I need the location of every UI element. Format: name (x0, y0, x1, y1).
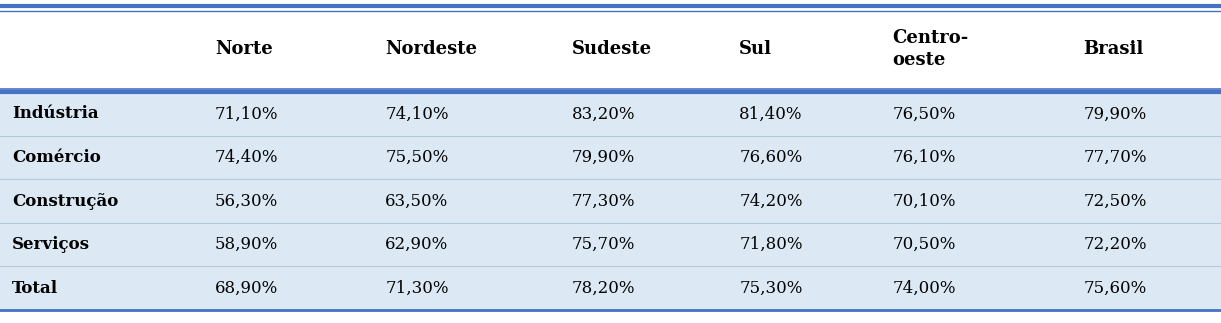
Text: 72,20%: 72,20% (1083, 236, 1147, 253)
Bar (0, 179, 1221, 223)
Text: 76,50%: 76,50% (893, 105, 956, 122)
Text: 74,10%: 74,10% (386, 105, 449, 122)
Text: Serviços: Serviços (12, 236, 90, 253)
Text: 74,20%: 74,20% (740, 193, 803, 210)
Text: Total: Total (12, 280, 59, 297)
Text: 77,70%: 77,70% (1083, 149, 1147, 166)
Text: Indústria: Indústria (12, 105, 99, 122)
Text: 74,00%: 74,00% (893, 280, 956, 297)
Text: 70,10%: 70,10% (893, 193, 956, 210)
Text: 68,90%: 68,90% (215, 280, 278, 297)
Text: Construção: Construção (12, 193, 118, 210)
Text: 74,40%: 74,40% (215, 149, 278, 166)
Text: 70,50%: 70,50% (893, 236, 956, 253)
Text: Norte: Norte (215, 40, 272, 58)
Bar (0, 92, 1221, 136)
Bar (0, 266, 1221, 310)
Text: 71,30%: 71,30% (386, 280, 449, 297)
Bar (0, 6, 1221, 92)
Text: 81,40%: 81,40% (740, 105, 803, 122)
Text: Nordeste: Nordeste (386, 40, 477, 58)
Bar (0, 136, 1221, 179)
Text: 75,60%: 75,60% (1083, 280, 1147, 297)
Text: 71,80%: 71,80% (740, 236, 803, 253)
Bar (0, 223, 1221, 266)
Text: 76,10%: 76,10% (893, 149, 956, 166)
Text: 62,90%: 62,90% (386, 236, 448, 253)
Text: 79,90%: 79,90% (573, 149, 635, 166)
Text: 78,20%: 78,20% (573, 280, 636, 297)
Text: 76,60%: 76,60% (740, 149, 802, 166)
Text: Sul: Sul (740, 40, 773, 58)
Text: Brasil: Brasil (1083, 40, 1144, 58)
Text: 56,30%: 56,30% (215, 193, 278, 210)
Text: 83,20%: 83,20% (573, 105, 636, 122)
Text: 71,10%: 71,10% (215, 105, 278, 122)
Text: 75,70%: 75,70% (573, 236, 635, 253)
Text: 75,50%: 75,50% (386, 149, 448, 166)
Text: Centro-
oeste: Centro- oeste (893, 29, 968, 69)
Text: 63,50%: 63,50% (386, 193, 448, 210)
Text: 58,90%: 58,90% (215, 236, 278, 253)
Text: Sudeste: Sudeste (573, 40, 652, 58)
Text: 72,50%: 72,50% (1083, 193, 1147, 210)
Text: 77,30%: 77,30% (573, 193, 636, 210)
Text: Comércio: Comércio (12, 149, 101, 166)
Text: 79,90%: 79,90% (1083, 105, 1147, 122)
Text: 75,30%: 75,30% (740, 280, 802, 297)
